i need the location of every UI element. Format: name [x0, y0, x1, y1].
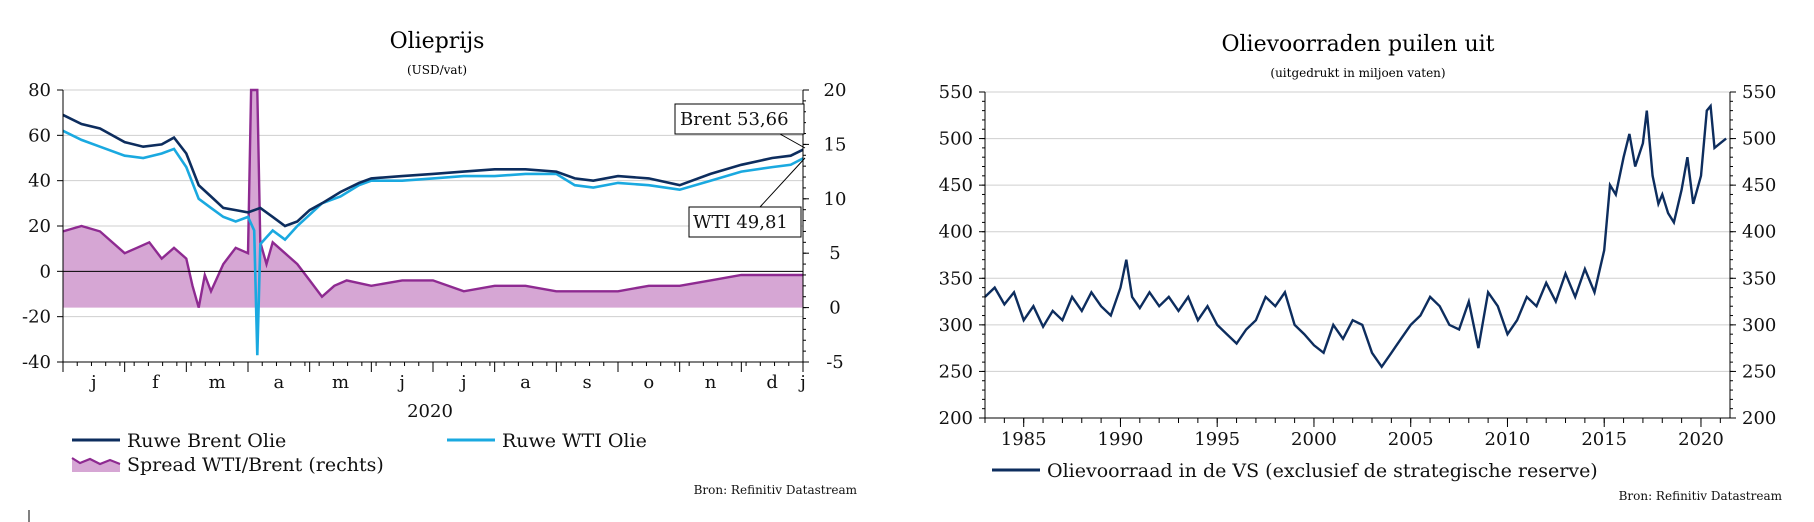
x-month-label: n [705, 372, 717, 393]
stocks-right-tick-label: 450 [1742, 175, 1776, 196]
stocks-x-tick-label: 2020 [1678, 429, 1724, 450]
stocks-right-tick-label: 350 [1742, 268, 1776, 289]
stocks-x-tick-label: 2010 [1485, 429, 1531, 450]
oil-stocks-title: Olievoorraden puilen uit [1221, 32, 1494, 57]
stocks-right-tick-label: 300 [1742, 315, 1776, 336]
x-month-label: j [459, 372, 467, 393]
stocks-x-tick-label: 2015 [1581, 429, 1627, 450]
stocks-right-tick-label: 200 [1742, 408, 1776, 429]
stocks-x-tick-label: 2005 [1388, 429, 1434, 450]
oil-stocks-chart: Olievoorraden puilen uit (uitgedrukt in … [939, 32, 1783, 503]
stocks-right-tick-label: 400 [1742, 222, 1776, 243]
oil-price-chart: Olieprijs (USD/vat) 80 60 40 20 0 -20 -40 20 15 1… [22, 29, 858, 497]
brent-annotation-leader [779, 133, 806, 149]
x-month-label: j [89, 372, 97, 393]
wti-line [62, 129, 804, 356]
stocks-left-tick-label: 400 [939, 222, 973, 243]
right-y-tick-label: 10 [824, 189, 847, 210]
x-month-label: a [273, 372, 284, 393]
right-source: Bron: Refinitiv Datastream [1619, 489, 1783, 503]
x-month-label: o [643, 372, 654, 393]
right-y-tick-label: 15 [824, 134, 847, 155]
stocks-x-tick-label: 1990 [1098, 429, 1144, 450]
stocks-x-tick-label: 1995 [1194, 429, 1240, 450]
stocks-x-tick-label: 1985 [1001, 429, 1047, 450]
legend-wti-label: Ruwe WTI Olie [502, 430, 647, 452]
oil-price-title: Olieprijs [390, 29, 485, 54]
x-month-label: s [583, 372, 592, 393]
oil-stocks-subtitle: (uitgedrukt in miljoen vaten) [1270, 66, 1445, 80]
stocks-line [984, 102, 1727, 369]
left-y-tick-label: 20 [28, 216, 51, 237]
stocks-x-tick-label: 2000 [1291, 429, 1337, 450]
legend-spread-swatch-line [71, 457, 121, 466]
x-month-label: d [766, 372, 778, 393]
stocks-left-tick-label: 550 [939, 82, 973, 103]
oil-stocks-gridlines [985, 91, 1730, 372]
brent-annotation: Brent 53,66 [680, 109, 789, 130]
legend-spread-label: Spread WTI/Brent (rechts) [127, 454, 384, 476]
stocks-left-tick-label: 200 [939, 408, 973, 429]
stocks-right-tick-label: 500 [1742, 129, 1776, 150]
stocks-left-tick-label: 300 [939, 315, 973, 336]
stocks-left-tick-label: 500 [939, 129, 973, 150]
legend-brent-label: Ruwe Brent Olie [127, 430, 286, 452]
year-label: 2020 [407, 401, 453, 422]
left-y-tick-label: 40 [28, 171, 51, 192]
stocks-right-tick-label: 550 [1742, 82, 1776, 103]
left-y-tick-label: 0 [40, 261, 51, 282]
oil-price-subtitle: (USD/vat) [407, 63, 467, 77]
x-month-label: m [332, 372, 349, 393]
brent-line [62, 113, 804, 228]
x-month-label: a [520, 372, 531, 393]
stocks-left-tick-label: 350 [939, 268, 973, 289]
left-y-tick-label: -40 [22, 352, 51, 373]
x-month-label: f [152, 372, 160, 393]
wti-annotation-box [688, 206, 802, 238]
right-y-tick-label: 5 [829, 243, 840, 264]
oil-stocks-axes: 550 550 500 500 450 450 400 400 350 350 300 300 250 2… [939, 82, 1777, 450]
x-month-label: j [798, 372, 806, 393]
left-y-tick-label: -20 [22, 307, 51, 328]
right-y-tick-label: -5 [826, 352, 844, 373]
x-month-label: j [397, 372, 405, 393]
stocks-left-tick-label: 250 [939, 361, 973, 382]
spread-line [62, 88, 803, 308]
wti-annotation-leader [759, 157, 806, 208]
stocks-right-tick-label: 250 [1742, 361, 1776, 382]
right-y-tick-label: 20 [824, 80, 847, 101]
legend-stocks-label: Olievoorraad in de VS (exclusief de stra… [1047, 460, 1598, 482]
stocks-left-tick-label: 450 [939, 175, 973, 196]
brent-annotation-box [674, 103, 805, 135]
left-y-tick-label: 80 [28, 80, 51, 101]
wti-annotation: WTI 49,81 [693, 212, 788, 233]
left-y-tick-label: 60 [28, 125, 51, 146]
right-y-tick-label: 0 [829, 298, 840, 319]
left-source: Bron: Refinitiv Datastream [694, 483, 858, 497]
x-month-label: m [209, 372, 226, 393]
